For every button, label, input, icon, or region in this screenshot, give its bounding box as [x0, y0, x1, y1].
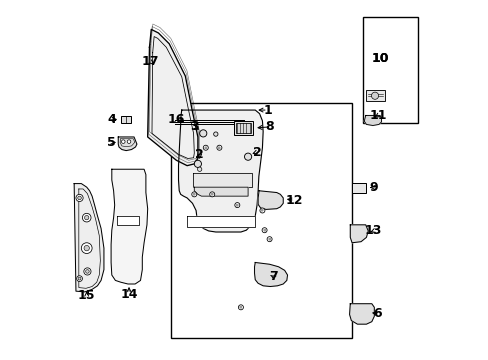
Circle shape — [76, 194, 83, 202]
Circle shape — [266, 237, 271, 242]
Polygon shape — [349, 304, 373, 324]
Text: 12: 12 — [285, 194, 303, 207]
Bar — [171, 103, 351, 338]
Text: 8: 8 — [265, 121, 273, 134]
Circle shape — [203, 145, 208, 150]
Polygon shape — [74, 184, 104, 292]
Circle shape — [85, 270, 89, 273]
Circle shape — [217, 145, 222, 150]
Text: 2: 2 — [195, 148, 203, 161]
Circle shape — [191, 192, 196, 197]
Polygon shape — [187, 216, 255, 226]
Bar — [235, 123, 250, 134]
Circle shape — [84, 216, 89, 220]
Text: 11: 11 — [368, 109, 386, 122]
Bar — [362, 17, 418, 123]
Text: 2: 2 — [252, 145, 261, 158]
Circle shape — [262, 228, 266, 233]
Polygon shape — [258, 191, 283, 210]
Polygon shape — [194, 187, 247, 196]
Text: 14: 14 — [120, 288, 138, 301]
Polygon shape — [254, 262, 287, 287]
Polygon shape — [349, 225, 367, 243]
Bar — [121, 116, 131, 123]
Text: 5: 5 — [107, 136, 116, 149]
Text: 16: 16 — [167, 113, 184, 126]
Text: 13: 13 — [364, 224, 382, 238]
Text: 15: 15 — [78, 289, 95, 302]
Text: 6: 6 — [372, 307, 381, 320]
Polygon shape — [117, 216, 139, 225]
Text: 3: 3 — [190, 120, 198, 133]
Text: 10: 10 — [370, 51, 388, 64]
Circle shape — [83, 268, 91, 275]
Text: 17: 17 — [142, 55, 159, 68]
Circle shape — [82, 213, 91, 222]
Circle shape — [77, 276, 82, 282]
Circle shape — [78, 277, 81, 280]
Text: 1: 1 — [263, 104, 272, 117]
Polygon shape — [192, 173, 251, 187]
Text: 4: 4 — [107, 113, 116, 126]
Polygon shape — [178, 110, 263, 232]
Text: 10: 10 — [370, 51, 388, 64]
Circle shape — [244, 153, 251, 160]
Circle shape — [209, 192, 214, 197]
Circle shape — [371, 92, 378, 99]
Polygon shape — [147, 30, 198, 166]
Polygon shape — [111, 169, 147, 284]
Circle shape — [199, 130, 206, 137]
Bar — [365, 90, 385, 101]
Polygon shape — [364, 116, 381, 126]
Circle shape — [234, 203, 239, 208]
Polygon shape — [118, 137, 137, 150]
Circle shape — [81, 243, 92, 253]
Circle shape — [127, 140, 131, 143]
Circle shape — [238, 305, 243, 310]
Bar — [233, 121, 253, 135]
Circle shape — [213, 132, 218, 136]
Text: 9: 9 — [368, 181, 377, 194]
Circle shape — [260, 208, 264, 213]
Text: 7: 7 — [268, 270, 277, 283]
Circle shape — [78, 196, 81, 200]
Circle shape — [84, 246, 89, 251]
Circle shape — [194, 160, 201, 167]
Circle shape — [121, 140, 125, 143]
Circle shape — [197, 167, 202, 171]
Bar — [351, 183, 366, 193]
